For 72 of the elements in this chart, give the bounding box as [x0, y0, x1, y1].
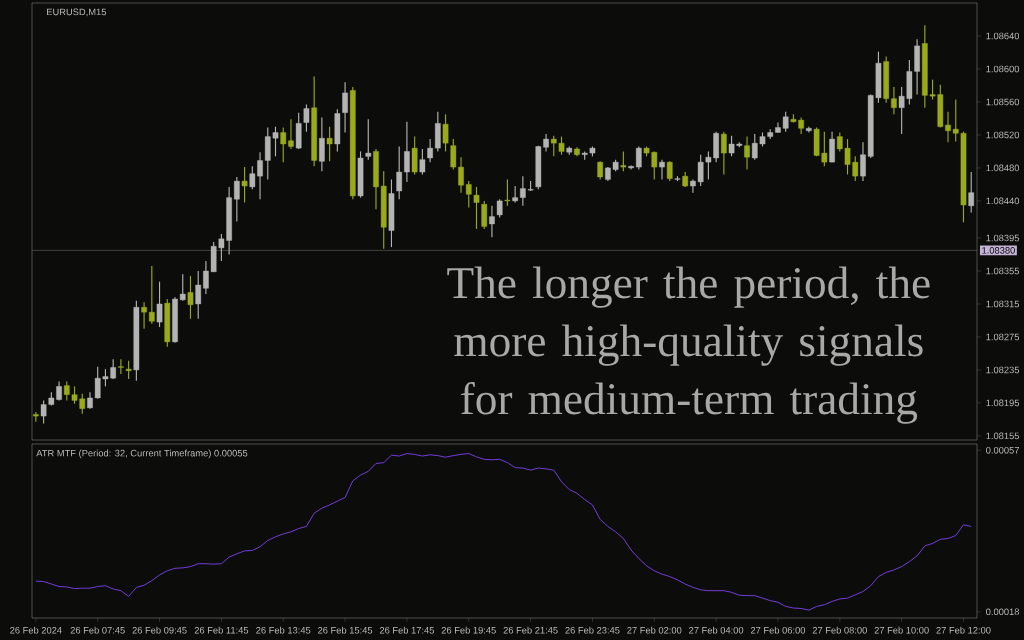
candlestick: [635, 145, 642, 171]
x-tick-label: 26 Feb 09:45: [132, 626, 187, 634]
y-tick-label: 0.00018: [986, 608, 1020, 616]
y-tick-label: 1.08440: [986, 197, 1020, 205]
x-tick-label: 26 Feb 13:45: [256, 626, 311, 634]
y-tick-label: 1.08520: [986, 131, 1020, 139]
candlestick: [326, 126, 333, 162]
candlestick: [125, 360, 132, 380]
y-tick-label: 1.08315: [986, 300, 1020, 308]
candlestick: [435, 111, 441, 152]
candlestick: [481, 200, 488, 230]
x-tick-label: 26 Feb 21:45: [503, 626, 558, 634]
x-tick-label: 27 Feb 02:00: [627, 626, 682, 634]
annotation: The longer the period, the more high-quality signals for medium-term trading: [447, 266, 930, 424]
x-tick-label: 27 Feb 12:00: [936, 626, 991, 634]
x-tick-label: 27 Feb 10:00: [874, 626, 929, 634]
candlestick: [295, 112, 302, 150]
y-tick-label: 1.08560: [986, 98, 1020, 106]
y-tick-label: 0.00057: [986, 446, 1019, 454]
candlestick: [496, 198, 503, 218]
x-tick-label: 27 Feb 04:00: [689, 626, 744, 634]
candlestick: [597, 160, 603, 181]
candlestick: [883, 56, 890, 104]
candlestick: [566, 145, 573, 156]
candlestick: [365, 118, 372, 161]
candlestick: [357, 150, 364, 199]
candlestick: [241, 166, 248, 204]
candlestick: [620, 150, 627, 172]
candlestick: [195, 270, 202, 320]
ref-line-label: 1.08380: [982, 247, 1015, 254]
y-tick-label: 1.08600: [986, 65, 1020, 73]
text: EURUSD,M15: [47, 8, 107, 17]
x-tick-label: 26 Feb 23:45: [565, 626, 620, 634]
x-tick-label: 26 Feb 19:45: [441, 626, 496, 634]
candlestick: [148, 265, 155, 325]
candlestick: [118, 358, 124, 375]
x-tick-label: 26 Feb 11:45: [194, 626, 249, 634]
candlestick: [303, 103, 310, 133]
candlestick: [33, 411, 39, 423]
y-tick-label: 1.08640: [986, 32, 1020, 40]
candlestick: [504, 178, 511, 207]
x-tick-label: 26 Feb 07:45: [70, 626, 125, 634]
candlestick: [396, 145, 403, 200]
x-tick-label: 26 Feb 15:45: [318, 626, 373, 634]
x-tick-label: 27 Feb 08:00: [812, 626, 867, 634]
candlestick: [133, 300, 140, 382]
x-tick-label: 26 Feb 17:45: [379, 626, 434, 634]
candlestick: [311, 75, 317, 167]
candlestick: [164, 298, 171, 348]
candlestick: [156, 281, 163, 328]
y-tick-label: 1.08195: [986, 399, 1020, 407]
candlestick: [628, 164, 634, 171]
x-tick-label: 26 Feb 2024: [10, 626, 62, 634]
y-tick-label: 1.08395: [986, 234, 1020, 242]
candlestick: [388, 178, 395, 248]
y-tick-label: 1.08275: [986, 333, 1020, 341]
y-tick-label: 1.08235: [986, 366, 1020, 374]
candlestick: [419, 148, 426, 176]
candlestick: [411, 136, 418, 176]
candlestick: [187, 275, 194, 320]
candlestick: [968, 171, 975, 214]
candlestick: [512, 185, 518, 204]
x-tick-label: 27 Feb 06:00: [750, 626, 806, 634]
candlestick: [721, 131, 727, 176]
y-tick-label: 1.08355: [986, 267, 1020, 275]
y-tick-label: 1.08155: [986, 432, 1020, 440]
candlestick: [334, 108, 341, 152]
candlestick: [442, 113, 449, 152]
candlestick: [666, 160, 673, 182]
text: ATR MTF (Period: 32, Current Timeframe) 0.00055: [36, 449, 248, 459]
y-tick-label: 1.08480: [986, 164, 1020, 172]
candlestick: [659, 159, 665, 181]
